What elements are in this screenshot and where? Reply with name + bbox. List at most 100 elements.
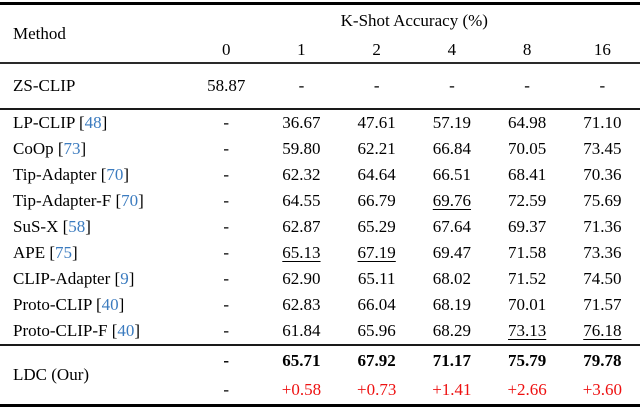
accuracy-value: 64.98: [508, 113, 547, 132]
method-name: Proto-CLIP-F: [13, 321, 108, 340]
no-value-dash: -: [223, 295, 230, 314]
accuracy-cell: 71.10: [565, 109, 640, 136]
accuracy-value: 36.67: [282, 113, 321, 132]
no-value-dash: -: [223, 350, 230, 370]
citation-open-bracket: [: [96, 165, 107, 184]
citation-link[interactable]: 9: [120, 269, 129, 288]
accuracy-cell: 67.64: [414, 214, 489, 240]
citation-link[interactable]: 40: [101, 295, 119, 314]
citation-link[interactable]: 48: [84, 113, 102, 132]
accuracy-value: 79.78: [583, 350, 622, 370]
accuracy-value: 65.13: [282, 243, 321, 262]
no-value-dash: -: [223, 165, 230, 184]
method-name: ZS-CLIP: [13, 76, 76, 95]
table-row-proto-clip-f: Proto-CLIP-F [40] - 61.84 65.96 68.29 73.13 76…: [0, 318, 640, 345]
citation-link[interactable]: 70: [106, 165, 124, 184]
accuracy-cell: -: [189, 292, 264, 318]
citation-open-bracket: [: [74, 113, 85, 132]
method-name: APE: [13, 243, 46, 262]
accuracy-value: 67.19: [357, 243, 396, 262]
citation-link[interactable]: 40: [117, 321, 135, 340]
citation-link[interactable]: 75: [55, 243, 73, 262]
citation-close-bracket: ]: [101, 113, 108, 132]
citation-close-bracket: ]: [85, 217, 91, 236]
no-value-dash: -: [223, 217, 230, 236]
accuracy-cell: 57.19: [414, 109, 489, 136]
accuracy-value: 76.18: [583, 321, 622, 340]
kshot-accuracy-group-header: K-Shot Accuracy (%): [340, 11, 488, 30]
accuracy-cell: +1.41: [414, 375, 489, 406]
shot-column-header-8: 8: [522, 39, 532, 59]
table-row-zs-clip: ZS-CLIP 58.87 - - - - -: [0, 63, 640, 109]
accuracy-value: 65.71: [282, 350, 321, 370]
accuracy-cell: 72.59: [490, 188, 565, 214]
accuracy-value: 68.02: [432, 269, 472, 288]
method-name: Tip-Adapter-F: [13, 191, 112, 210]
accuracy-value: 59.80: [282, 139, 321, 158]
accuracy-value: 47.61: [357, 113, 396, 132]
accuracy-value: 68.19: [432, 295, 472, 314]
method-cell: CLIP-Adapter [9]: [0, 266, 189, 292]
accuracy-cell: 71.17: [414, 345, 489, 375]
citation-link[interactable]: 70: [121, 191, 139, 210]
accuracy-cell: 75.79: [490, 345, 565, 375]
accuracy-value: +0.73: [356, 379, 397, 399]
accuracy-cell: 64.64: [339, 162, 414, 188]
method-cell: APE [75]: [0, 240, 189, 266]
no-value-dash: -: [223, 191, 230, 210]
accuracy-value: +0.58: [281, 379, 322, 399]
table-row-lp-clip: LP-CLIP [48] - 36.67 47.61 57.19 64.98 71.10: [0, 109, 640, 136]
table-row-ape: APE [75] - 65.13 67.19 69.47 71.58 73.36: [0, 240, 640, 266]
accuracy-cell: 66.04: [339, 292, 414, 318]
accuracy-cell: -: [189, 240, 264, 266]
accuracy-value: 62.32: [282, 165, 321, 184]
accuracy-value: 71.36: [583, 217, 622, 236]
no-value-dash: -: [524, 76, 530, 95]
accuracy-cell: 75.69: [565, 188, 640, 214]
method-name: CoOp: [13, 139, 54, 158]
accuracy-value: 69.37: [508, 217, 547, 236]
table-row-ldc-delta: - +0.58 +0.73 +1.41 +2.66 +3.60: [0, 375, 640, 406]
method-name: CLIP-Adapter: [13, 269, 111, 288]
accuracy-cell: 65.11: [339, 266, 414, 292]
accuracy-value: 72.59: [508, 191, 547, 210]
citation-close-bracket: ]: [134, 321, 141, 340]
citation-link[interactable]: 73: [63, 139, 81, 158]
accuracy-cell: -: [490, 63, 565, 109]
accuracy-value: 62.90: [282, 269, 321, 288]
accuracy-cell: 68.02: [414, 266, 489, 292]
citation-close-bracket: ]: [128, 269, 135, 288]
method-cell: LP-CLIP [48]: [0, 109, 189, 136]
method-name: Tip-Adapter: [13, 165, 97, 184]
accuracy-cell: 65.71: [264, 345, 339, 375]
no-value-dash: -: [449, 76, 455, 95]
accuracy-value: 74.50: [583, 269, 622, 288]
accuracy-value: 62.83: [282, 295, 321, 314]
method-cell: Proto-CLIP-F [40]: [0, 318, 189, 345]
accuracy-cell: -: [189, 136, 264, 162]
accuracy-cell: -: [189, 375, 264, 406]
accuracy-value: 65.29: [357, 217, 396, 236]
no-value-dash: -: [223, 379, 230, 399]
citation-link[interactable]: 58: [68, 217, 86, 236]
table-row-tip-adapter: Tip-Adapter [70] - 62.32 64.64 66.51 68.41 70.…: [0, 162, 640, 188]
accuracy-value: 65.96: [357, 321, 396, 340]
accuracy-cell: 62.90: [264, 266, 339, 292]
accuracy-cell: 36.67: [264, 109, 339, 136]
accuracy-value: +1.41: [432, 379, 472, 399]
accuracy-value: 62.21: [357, 139, 396, 158]
accuracy-cell: 70.01: [490, 292, 565, 318]
accuracy-cell: 74.50: [565, 266, 640, 292]
method-cell: Tip-Adapter-F [70]: [0, 188, 189, 214]
accuracy-value: 61.84: [282, 321, 321, 340]
accuracy-cell: 68.29: [414, 318, 489, 345]
table-row-coop: CoOp [73] - 59.80 62.21 66.84 70.05 73.45: [0, 136, 640, 162]
accuracy-value: 58.87: [207, 76, 246, 95]
accuracy-cell: 73.36: [565, 240, 640, 266]
accuracy-value: 71.17: [432, 350, 472, 370]
method-column-header: Method: [13, 23, 66, 43]
method-name: LP-CLIP: [13, 113, 75, 132]
method-cell: SuS-X [58]: [0, 214, 189, 240]
